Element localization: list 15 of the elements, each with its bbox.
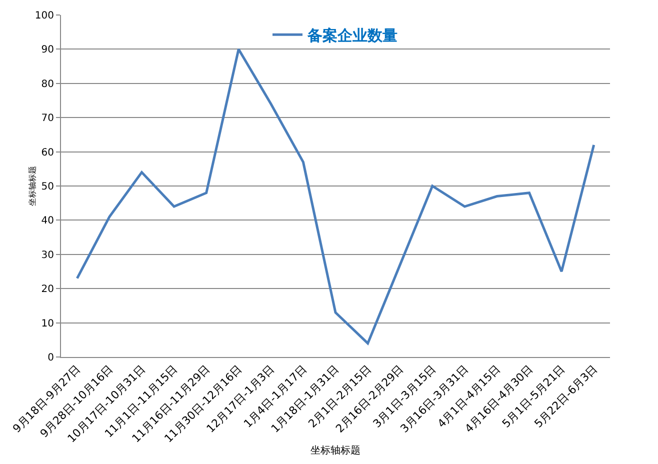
y-tick-label: 40 — [41, 216, 54, 227]
y-tick-label: 100 — [34, 10, 54, 22]
line-series — [76, 48, 596, 345]
y-tick-label: 80 — [41, 78, 54, 90]
y-tick-label: 90 — [41, 44, 54, 56]
y-tick-label: 0 — [48, 352, 54, 364]
y-tick-label: 50 — [41, 182, 54, 192]
legend-label: 备案企业数量 — [306, 26, 398, 45]
y-axis-title: 坐标轴标题 — [28, 166, 37, 206]
y-tick-label: 70 — [41, 113, 54, 124]
y-tick-label: 60 — [41, 147, 54, 158]
x-axis-title: 坐标轴标题 — [310, 444, 360, 457]
y-tick-label: 30 — [41, 250, 54, 261]
y-tick-label: 10 — [41, 318, 54, 330]
y-tick-label: 20 — [41, 284, 54, 296]
